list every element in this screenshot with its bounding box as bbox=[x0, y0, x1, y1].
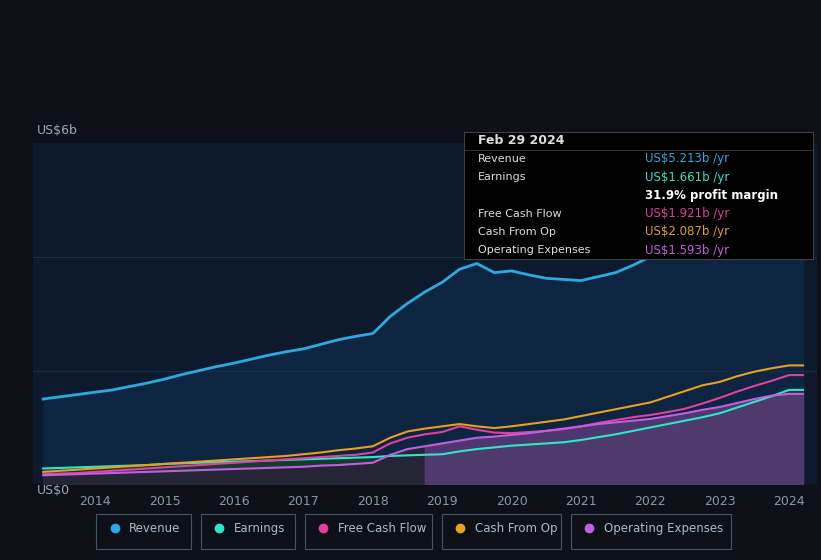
Text: Earnings: Earnings bbox=[478, 172, 526, 182]
Text: 31.9% profit margin: 31.9% profit margin bbox=[645, 189, 778, 202]
Text: Revenue: Revenue bbox=[130, 522, 181, 535]
Text: US$5.213b /yr: US$5.213b /yr bbox=[645, 152, 729, 165]
Text: US$2.087b /yr: US$2.087b /yr bbox=[645, 226, 729, 239]
Text: Cash From Op: Cash From Op bbox=[475, 522, 557, 535]
Text: US$6b: US$6b bbox=[37, 124, 78, 137]
Text: Operating Expenses: Operating Expenses bbox=[478, 245, 590, 255]
Text: US$0: US$0 bbox=[37, 484, 70, 497]
Text: Revenue: Revenue bbox=[478, 154, 526, 164]
Text: Operating Expenses: Operating Expenses bbox=[604, 522, 723, 535]
Text: US$1.593b /yr: US$1.593b /yr bbox=[645, 244, 729, 256]
Text: Feb 29 2024: Feb 29 2024 bbox=[478, 134, 564, 147]
Text: Cash From Op: Cash From Op bbox=[478, 227, 556, 237]
Text: US$1.661b /yr: US$1.661b /yr bbox=[645, 171, 730, 184]
Text: Free Cash Flow: Free Cash Flow bbox=[478, 209, 562, 218]
Text: US$1.921b /yr: US$1.921b /yr bbox=[645, 207, 730, 220]
Text: Free Cash Flow: Free Cash Flow bbox=[338, 522, 426, 535]
Text: Earnings: Earnings bbox=[234, 522, 285, 535]
